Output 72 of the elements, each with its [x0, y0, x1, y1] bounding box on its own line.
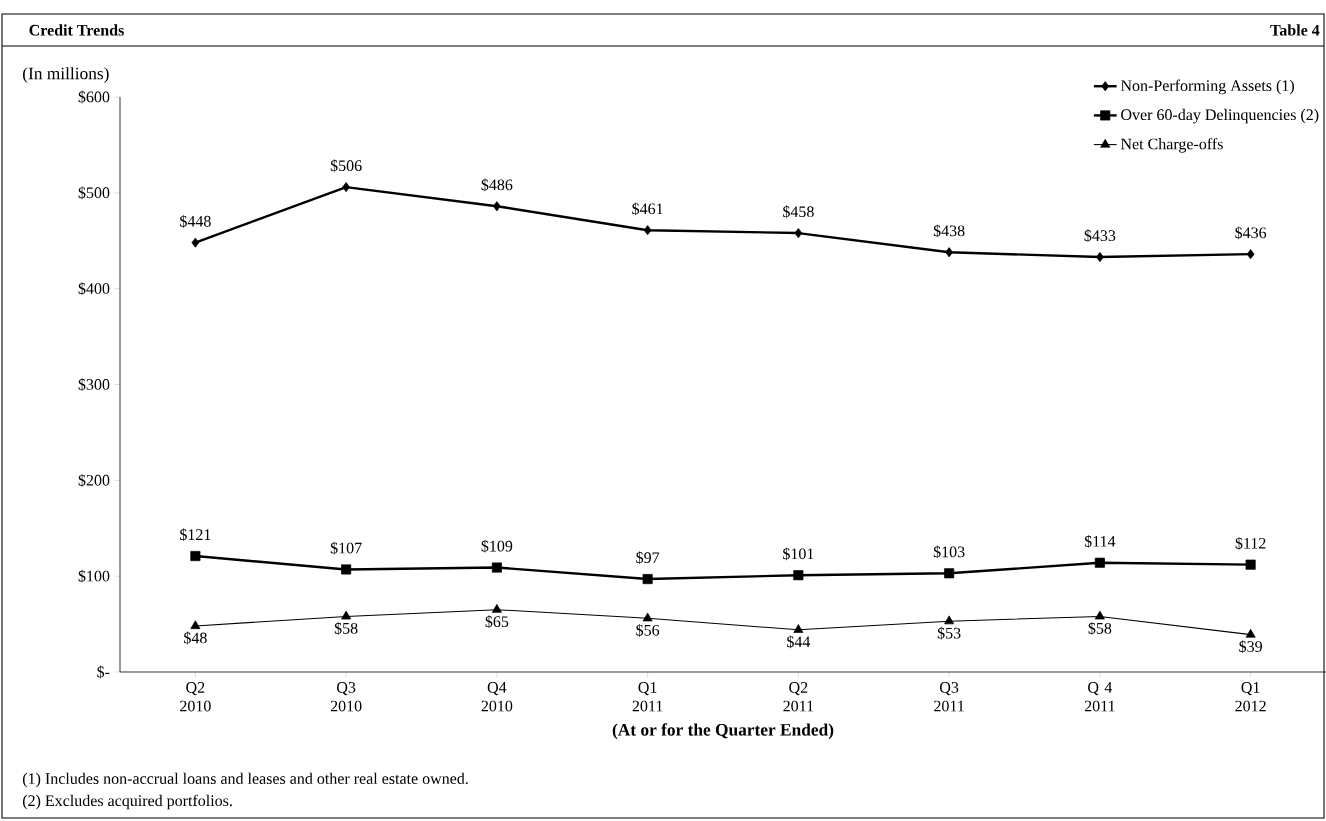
data-label: $58: [1088, 622, 1112, 635]
x-tick-label: Q1 2012: [1235, 682, 1266, 712]
point: [1245, 559, 1256, 570]
data-label: $48: [184, 631, 207, 645]
data-label: $112: [1235, 536, 1266, 550]
y-tick-label: $600: [78, 90, 110, 104]
x-tick-label: Q3 2010: [330, 682, 362, 712]
legend-label: Net Charge-offs: [1120, 137, 1223, 153]
point: [191, 237, 200, 248]
point: [342, 182, 350, 193]
x-tick-label: Q4 2010: [481, 682, 513, 712]
legend-label: Over 60-day Delinquencies (2): [1121, 108, 1319, 124]
data-label: $53: [937, 626, 961, 640]
point: [491, 604, 502, 613]
x-tick-label: Q2 2010: [180, 682, 211, 712]
data-label: $506: [330, 159, 362, 173]
text: (2) Excludes acquired portfolios.: [22, 794, 232, 810]
point: [1245, 628, 1256, 638]
point: [794, 228, 803, 239]
point: [643, 225, 652, 236]
legend-label: Non-Performing Assets (1): [1120, 79, 1294, 95]
data-label: $433: [1084, 229, 1116, 243]
data-label: $44: [787, 635, 811, 649]
chart-title: Credit Trends: [29, 24, 124, 36]
y-tick-label: $400: [78, 282, 110, 296]
x-tick-label: Q1 2011: [632, 682, 663, 712]
y-tick-label: $300: [78, 378, 110, 391]
point: [190, 551, 201, 562]
point: [944, 615, 955, 625]
point: [1246, 249, 1255, 260]
y-tick-label: $-: [97, 665, 110, 679]
data-label: $436: [1235, 226, 1267, 240]
point: [642, 574, 653, 585]
point: [793, 570, 804, 581]
point: [341, 610, 352, 620]
point: [945, 247, 953, 258]
point: [493, 201, 501, 212]
y-tick-label: $100: [78, 569, 110, 583]
point: [1096, 252, 1104, 263]
data-label: $107: [330, 541, 362, 555]
data-label: $114: [1084, 535, 1116, 548]
data-label: $101: [783, 547, 814, 561]
data-label: $97: [636, 551, 660, 565]
data-label: $58: [334, 622, 358, 635]
point: [793, 624, 804, 633]
x-tick-label: Q3 2011: [934, 682, 964, 712]
point: [642, 612, 653, 622]
point: [491, 562, 502, 573]
data-label: $56: [636, 623, 660, 637]
point: [190, 620, 201, 630]
data-label: $438: [933, 224, 965, 238]
caption: Table 4: [1270, 24, 1320, 36]
y-tick-label: $500: [78, 186, 110, 200]
data-label: $458: [783, 205, 814, 219]
y-axis-title: (In millions): [23, 67, 109, 83]
data-label: $121: [180, 528, 211, 542]
data-label: $486: [481, 178, 513, 192]
point: [1094, 610, 1105, 620]
data-label: $103: [933, 545, 965, 559]
point: [944, 568, 955, 579]
x-tick-label: Q2 2011: [783, 682, 814, 712]
y-tick-label: $200: [78, 473, 110, 487]
data-label: $461: [632, 202, 663, 216]
data-label: $39: [1239, 640, 1262, 654]
x-axis-title: (At or for the Quarter Ended): [612, 723, 834, 740]
point: [1094, 557, 1105, 568]
data-label: $448: [180, 214, 211, 228]
point: [341, 564, 352, 575]
data-label: $65: [485, 615, 509, 629]
data-label: $109: [481, 539, 513, 553]
x-tick-label: Q 4 2011: [1084, 682, 1115, 712]
text: (1) Includes non-accrual loans and leases and other real estate owned.: [22, 772, 468, 788]
